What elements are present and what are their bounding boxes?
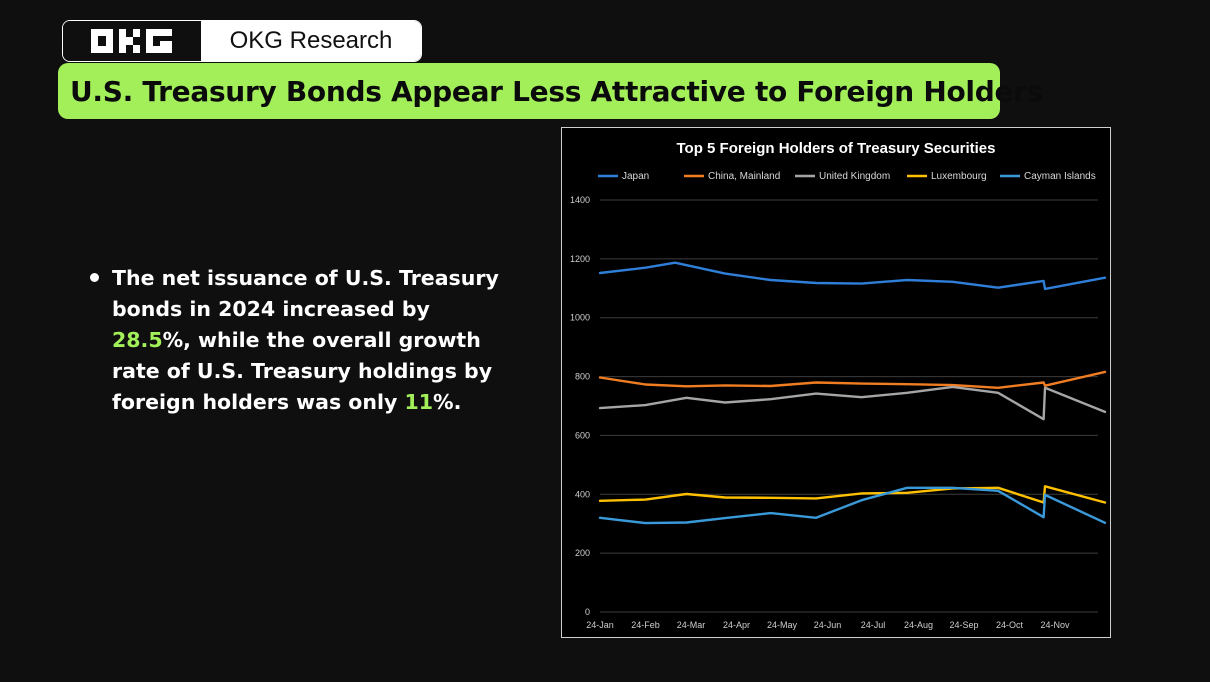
page-title: U.S. Treasury Bonds Appear Less Attracti…	[58, 63, 1043, 119]
line-chart: Top 5 Foreign Holders of Treasury Securi…	[561, 127, 1111, 638]
x-tick-label: 24-Apr	[723, 620, 750, 630]
series-line-japan	[598, 261, 1107, 291]
x-tick-label: 24-May	[767, 620, 798, 630]
y-tick-label: 1000	[570, 313, 590, 323]
bullet-text-3: %.	[433, 390, 462, 414]
chart-series	[598, 261, 1107, 525]
legend-label-japan: Japan	[622, 171, 649, 182]
legend-label-cayman-islands: Cayman Islands	[1024, 171, 1096, 182]
legend-label-china-mainland: China, Mainland	[708, 171, 780, 182]
brand-badge: OKG Research	[62, 20, 422, 62]
x-axis-ticks: 24-Jan 24-Feb 24-Mar 24-Apr 24-May 24-Jun 24-J…	[586, 620, 1070, 630]
okg-logo-mark	[91, 29, 172, 53]
x-tick-label: 24-Jun	[814, 620, 842, 630]
y-tick-label: 800	[575, 372, 590, 382]
series-line-china-mainland	[598, 370, 1107, 389]
y-axis-ticks: 0 200 400 600 800 1000 1200 1400	[570, 195, 590, 617]
chart-legend: Japan China, Mainland United Kingdom Luxemb…	[598, 171, 1096, 182]
highlight-holdings-growth: 11	[404, 390, 434, 414]
y-tick-label: 400	[575, 489, 590, 499]
x-tick-label: 24-Sep	[949, 620, 978, 630]
y-tick-label: 600	[575, 430, 590, 440]
x-tick-label: 24-Jul	[861, 620, 886, 630]
bullet-dot	[90, 273, 99, 282]
x-tick-label: 24-Mar	[677, 620, 706, 630]
y-tick-label: 1200	[570, 254, 590, 264]
bullet-text-2: %, while the overall growth rate of U.S.…	[112, 328, 493, 414]
x-tick-label: 24-Aug	[904, 620, 933, 630]
okg-logo	[63, 21, 201, 61]
x-tick-label: 24-Jan	[586, 620, 614, 630]
series-line-cayman-islands	[598, 486, 1107, 525]
x-tick-label: 24-Oct	[996, 620, 1024, 630]
y-tick-label: 1400	[570, 195, 590, 205]
legend-label-united-kingdom: United Kingdom	[819, 171, 890, 182]
bullet-text-1: The net issuance of U.S. Treasury bonds …	[112, 266, 499, 321]
bullet-point: The net issuance of U.S. Treasury bonds …	[90, 263, 512, 418]
series-line-united-kingdom	[598, 385, 1107, 421]
x-tick-label: 24-Feb	[631, 620, 660, 630]
legend-label-luxembourg: Luxembourg	[931, 171, 987, 182]
y-tick-label: 0	[585, 607, 590, 617]
y-tick-label: 200	[575, 548, 590, 558]
x-tick-label: 24-Nov	[1040, 620, 1070, 630]
chart-title: Top 5 Foreign Holders of Treasury Securi…	[677, 140, 996, 157]
chart-svg: Top 5 Foreign Holders of Treasury Securi…	[570, 140, 1107, 630]
highlight-issuance-growth: 28.5	[112, 328, 163, 352]
brand-name: OKG Research	[201, 21, 421, 61]
